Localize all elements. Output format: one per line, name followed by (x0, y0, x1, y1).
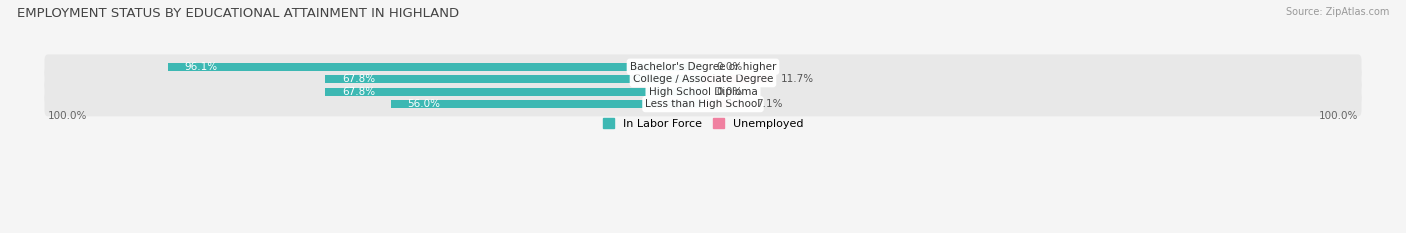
Bar (703, 75, 768, 83)
Bar (703, 100, 742, 108)
FancyBboxPatch shape (45, 79, 1361, 104)
Text: High School Diploma: High School Diploma (648, 87, 758, 97)
Legend: In Labor Force, Unemployed: In Labor Force, Unemployed (598, 114, 808, 133)
Text: Less than High School: Less than High School (645, 99, 761, 109)
Text: 67.8%: 67.8% (342, 74, 375, 84)
Text: Source: ZipAtlas.com: Source: ZipAtlas.com (1285, 7, 1389, 17)
FancyBboxPatch shape (45, 55, 1361, 79)
Text: 100.0%: 100.0% (48, 111, 87, 121)
Text: Bachelor's Degree or higher: Bachelor's Degree or higher (630, 62, 776, 72)
Text: 67.8%: 67.8% (342, 87, 375, 97)
Text: 96.1%: 96.1% (184, 62, 218, 72)
Text: 11.7%: 11.7% (782, 74, 814, 84)
Text: 0.0%: 0.0% (716, 87, 742, 97)
Bar (391, 100, 703, 108)
Text: 7.1%: 7.1% (755, 99, 782, 109)
Bar (325, 75, 703, 83)
Bar (325, 88, 703, 96)
Text: College / Associate Degree: College / Associate Degree (633, 74, 773, 84)
Text: 0.0%: 0.0% (716, 62, 742, 72)
Text: 56.0%: 56.0% (408, 99, 440, 109)
Bar (167, 63, 703, 71)
Text: EMPLOYMENT STATUS BY EDUCATIONAL ATTAINMENT IN HIGHLAND: EMPLOYMENT STATUS BY EDUCATIONAL ATTAINM… (17, 7, 458, 20)
FancyBboxPatch shape (45, 92, 1361, 116)
FancyBboxPatch shape (45, 67, 1361, 91)
Text: 100.0%: 100.0% (1319, 111, 1358, 121)
